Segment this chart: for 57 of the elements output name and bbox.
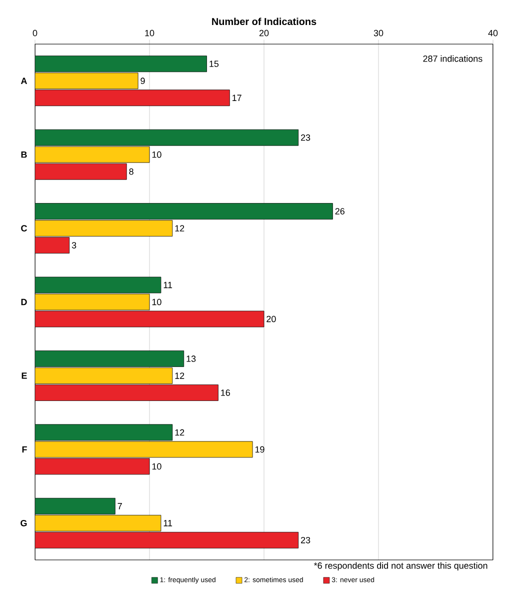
data-label: 23 — [301, 134, 310, 141]
bar — [35, 424, 173, 441]
x-tick-label: 0 — [32, 30, 38, 36]
bar — [35, 146, 150, 163]
bar — [35, 310, 264, 328]
bar — [35, 203, 333, 220]
text: *6 respondents did not answer this question — [314, 562, 488, 571]
data-label: 12 — [175, 372, 184, 379]
data-label: 7 — [118, 503, 122, 510]
data-label: 12 — [175, 429, 184, 436]
x-tick-label: 40 — [488, 30, 498, 36]
y-tick-label: F — [22, 446, 27, 453]
bar — [35, 56, 207, 72]
bar — [35, 498, 116, 514]
y-tick-label: E — [22, 372, 27, 379]
data-label: 23 — [301, 536, 310, 544]
annotation: 287 indications — [423, 55, 482, 62]
data-label: 16 — [221, 390, 230, 396]
bar — [35, 458, 150, 475]
bar — [35, 350, 184, 367]
data-label: 15 — [210, 60, 219, 67]
data-label: 10 — [152, 463, 162, 470]
data-label: 8 — [129, 168, 134, 175]
data-label: 9 — [140, 78, 145, 84]
data-label: 12 — [175, 225, 184, 232]
x-tick-label: 30 — [374, 30, 384, 36]
bar — [35, 129, 299, 146]
y-tick-label: G — [20, 520, 27, 526]
bar — [35, 514, 162, 532]
y-tick-label: B — [21, 151, 27, 158]
data-label: 11 — [164, 282, 172, 288]
bar — [35, 72, 138, 90]
bar — [35, 294, 150, 310]
bar — [35, 441, 253, 458]
data-label: 13 — [186, 356, 196, 362]
data-label: 3 — [72, 242, 76, 248]
data-label: 17 — [232, 94, 242, 101]
data-label: 10 — [152, 151, 162, 158]
bar — [35, 276, 162, 294]
y-tick-label: A — [20, 78, 27, 84]
x-tick-label: 10 — [145, 30, 154, 36]
y-tick-label: D — [21, 298, 27, 306]
y-tick-label: C — [21, 225, 27, 232]
bar — [35, 384, 218, 401]
bar — [35, 220, 173, 236]
x-tick-label: 20 — [259, 30, 269, 36]
bar — [35, 237, 70, 254]
data-label: 26 — [335, 208, 344, 214]
bar — [35, 163, 127, 180]
data-label: 11 — [164, 520, 172, 526]
x-axis-title: Number of Indications — [212, 18, 316, 26]
bar — [35, 90, 230, 106]
bar — [35, 532, 299, 548]
bar — [35, 368, 173, 384]
data-label: 10 — [152, 298, 162, 306]
data-label: 20 — [266, 316, 276, 322]
data-label: 19 — [255, 446, 264, 453]
